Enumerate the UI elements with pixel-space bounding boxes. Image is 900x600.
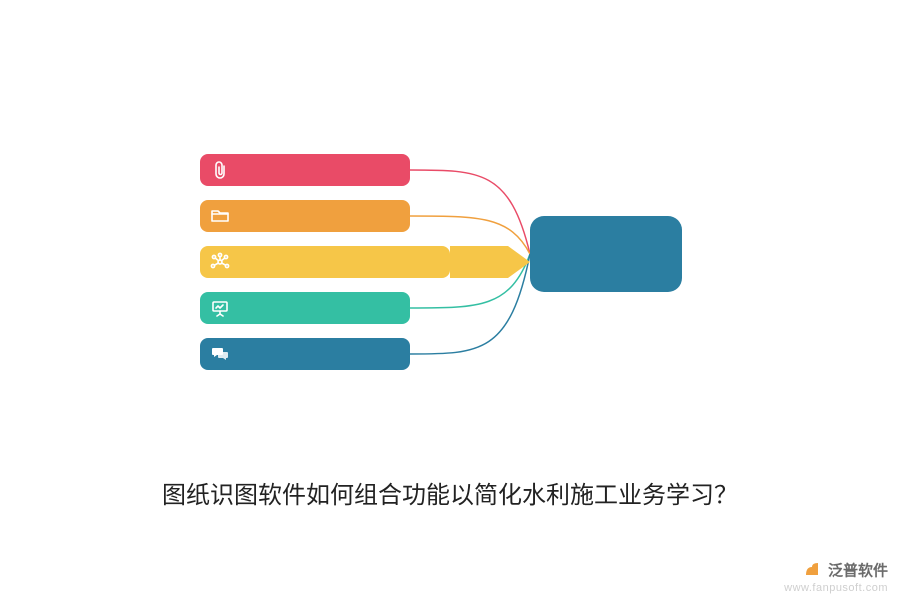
watermark-url: www.fanpusoft.com — [784, 582, 888, 594]
connector-0 — [410, 170, 530, 254]
source-bar-3 — [200, 292, 410, 324]
source-bar-1 — [200, 200, 410, 232]
source-bar-0 — [200, 154, 410, 186]
connectors-svg — [0, 0, 900, 600]
chat-icon — [210, 344, 230, 364]
arrow-shaft — [450, 246, 508, 278]
watermark: 泛普软件 www.fanpusoft.com — [784, 561, 888, 594]
network-icon — [210, 252, 230, 272]
watermark-logo-icon — [804, 561, 820, 582]
source-bar-2 — [200, 246, 450, 278]
target-box — [530, 216, 682, 292]
diagram-canvas: 图纸识图软件如何组合功能以简化水利施工业务学习？ 泛普软件 www.fanpus… — [0, 0, 900, 600]
watermark-brand: 泛普软件 — [828, 563, 888, 580]
arrow-head — [508, 246, 530, 278]
source-bar-4 — [200, 338, 410, 370]
presentation-icon — [210, 298, 230, 318]
folder-icon — [210, 206, 230, 226]
caption-text: 图纸识图软件如何组合功能以简化水利施工业务学习？ — [0, 475, 900, 510]
paperclip-icon — [210, 160, 230, 180]
